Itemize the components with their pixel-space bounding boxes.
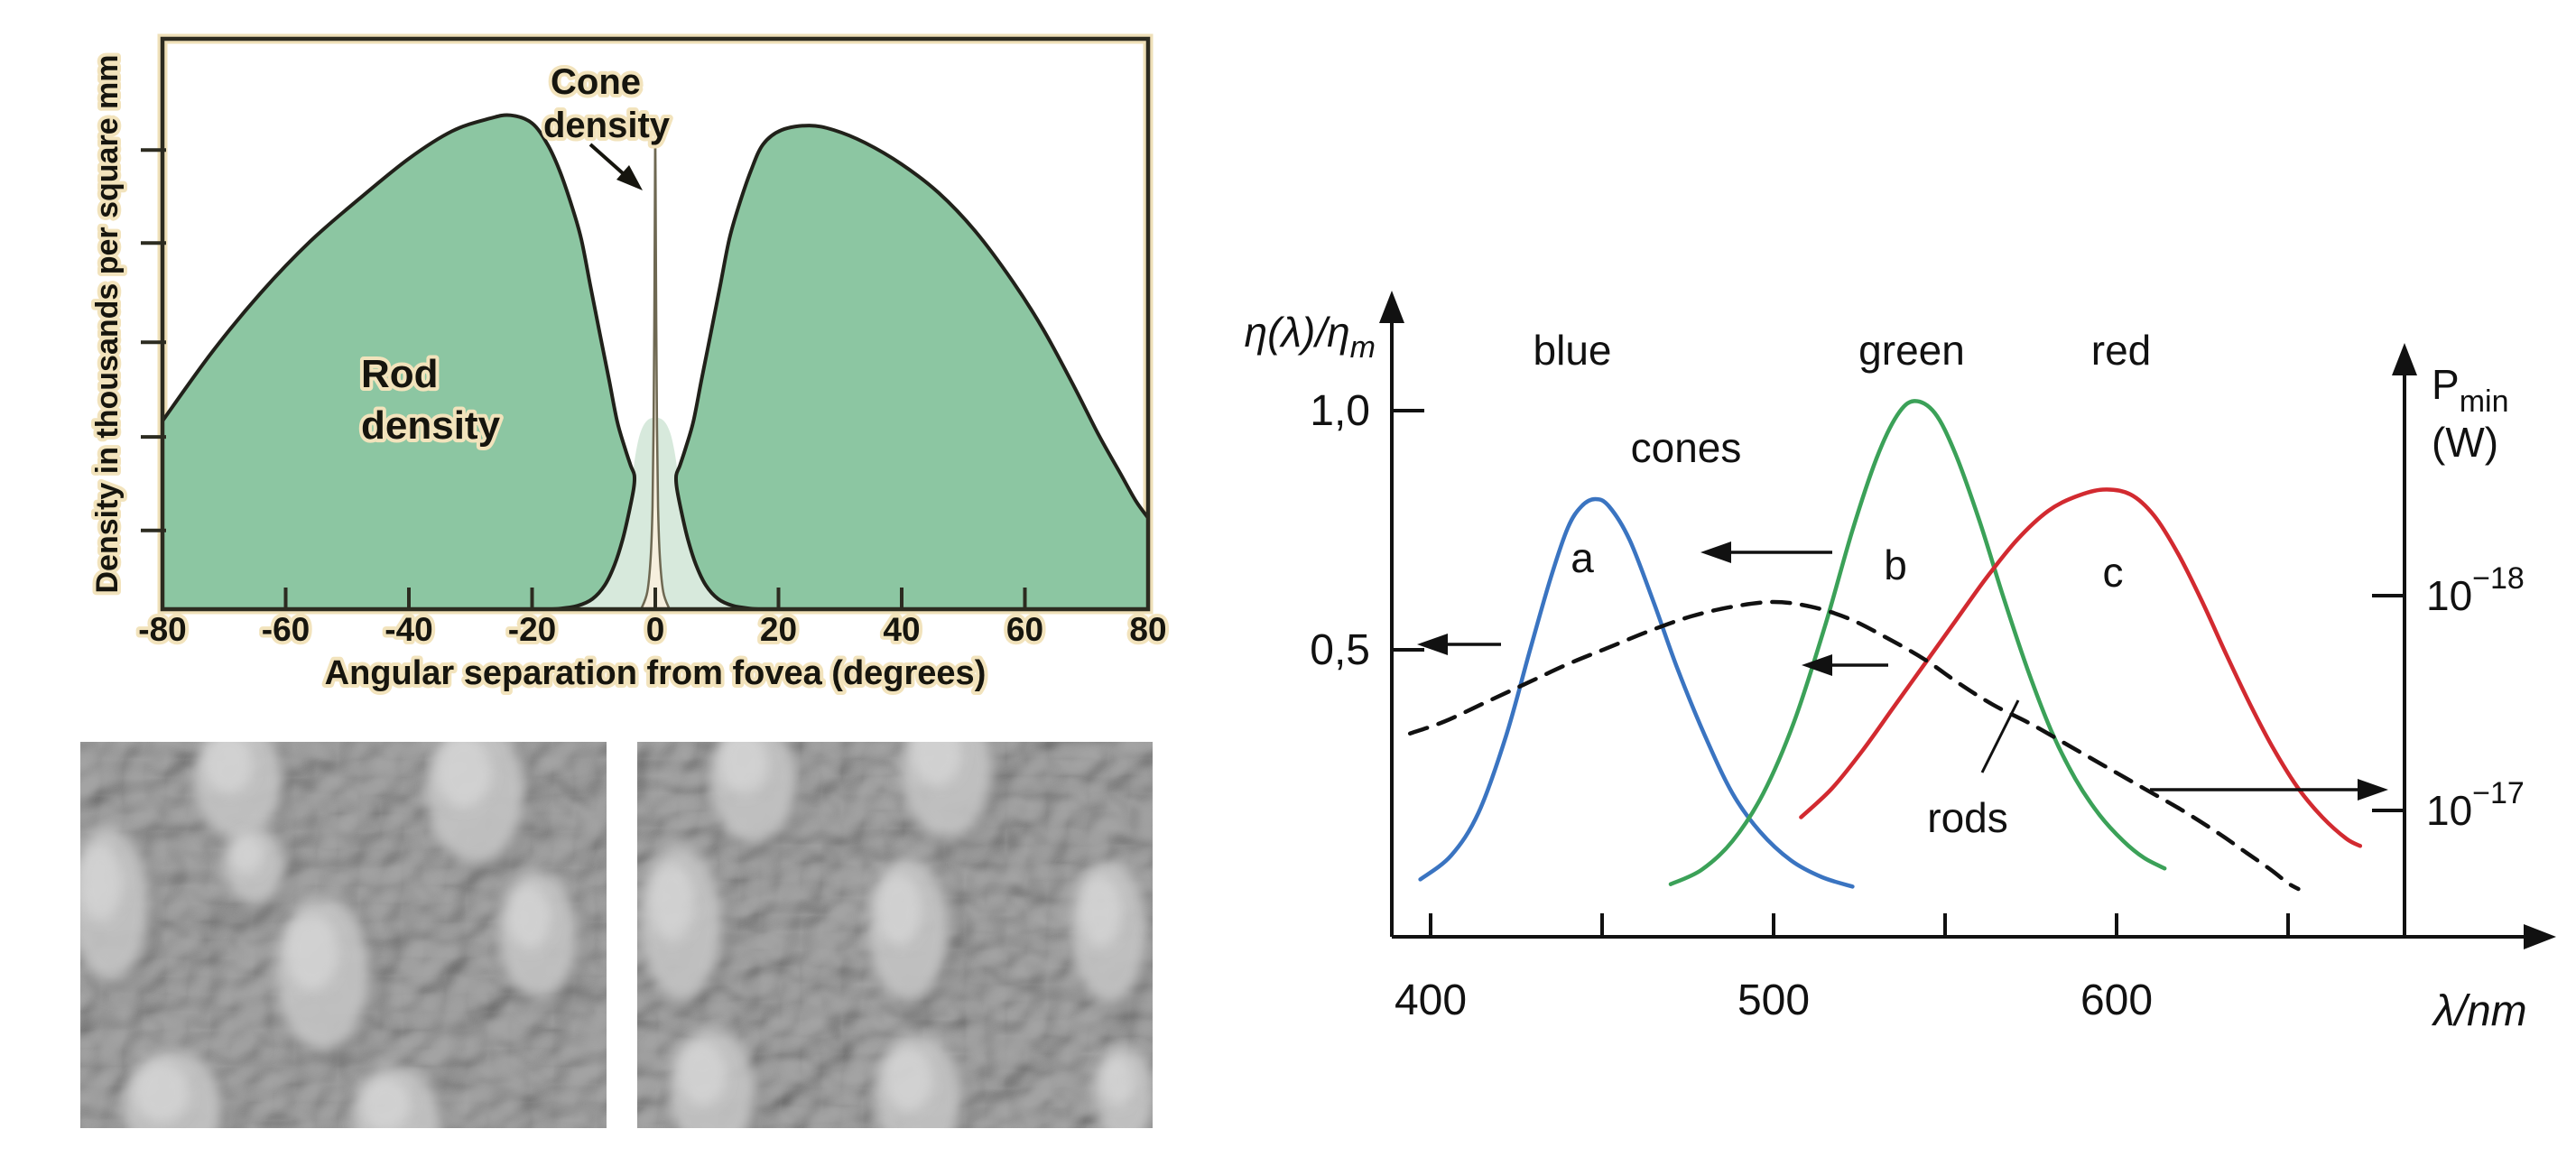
eta-axis-arrowhead bbox=[1379, 291, 1404, 323]
x-tick-label: 0 bbox=[646, 611, 665, 648]
retina-micrograph-left bbox=[80, 742, 607, 1128]
cone-dome-highlight bbox=[1079, 875, 1122, 948]
cone-dome-highlight bbox=[649, 863, 695, 940]
wavelength-tick-label: 500 bbox=[1737, 977, 1810, 1024]
x-axis-tick-labels: -80 -60 -40 -20 0 20 40 60 80 bbox=[134, 607, 1170, 652]
x-axis-ticks bbox=[283, 588, 1027, 609]
pmin-axis-title: Pmin bbox=[2432, 361, 2508, 419]
curve-letter-c: c bbox=[2103, 549, 2124, 596]
cone-dome-highlight bbox=[1100, 1056, 1135, 1106]
red-to-left-axis-arrow bbox=[1802, 654, 1888, 676]
x-tick-label: 80 bbox=[1129, 611, 1166, 648]
retina-density-series bbox=[161, 113, 1150, 611]
y-axis-title: Density in thousands per square mm bbox=[90, 54, 125, 593]
cone-dome-highlight bbox=[80, 844, 123, 921]
cone-dome-highlight bbox=[361, 1078, 412, 1128]
x-tick-label: -60 bbox=[262, 611, 310, 648]
wavelength-tick-labels: 400 500 600 bbox=[1395, 977, 2153, 1024]
blue-to-left-axis-arrow bbox=[1417, 634, 1501, 655]
cone-dome-highlight bbox=[203, 742, 254, 794]
x-tick-label: 20 bbox=[760, 611, 797, 648]
wavelength-axis-arrowhead bbox=[2524, 924, 2556, 949]
rod_density_right-curve bbox=[673, 124, 1150, 611]
x-axis-title: Angular separation from fovea (degrees) bbox=[325, 654, 987, 692]
cone-dome-highlight bbox=[884, 1047, 933, 1112]
x-tick-label: -20 bbox=[508, 611, 556, 648]
eta-tick-label-0.5: 0,5 bbox=[1310, 626, 1370, 674]
cone-dome-highlight bbox=[507, 884, 551, 949]
curve-letter-a: a bbox=[1571, 534, 1594, 581]
wavelength-axis-title: λ/nm bbox=[2431, 987, 2527, 1035]
wavelength-tick-label: 600 bbox=[2080, 977, 2153, 1024]
wavelength-axis bbox=[1392, 924, 2556, 949]
cones-label: cones bbox=[1631, 424, 1742, 471]
cones-to-left-axis-arrow bbox=[1700, 541, 1832, 563]
cone-density-label-line2: density bbox=[543, 106, 671, 145]
wavelength-ticks bbox=[1429, 913, 2290, 937]
cone_density_spike-curve bbox=[640, 132, 671, 611]
blue_cones-curve bbox=[1418, 496, 1855, 889]
y-axis-ticks bbox=[141, 148, 166, 532]
x-tick-label: -40 bbox=[385, 611, 432, 648]
cone-density-label-line1: Cone bbox=[551, 62, 641, 102]
cone-dome-highlight bbox=[134, 1061, 190, 1123]
cone-dome-highlight bbox=[911, 742, 962, 786]
x-tick-label: 40 bbox=[883, 611, 920, 648]
cone-dome-highlight bbox=[719, 742, 768, 795]
pmin-axis-unit: (W) bbox=[2432, 419, 2498, 466]
cone-density-pointer-arrow bbox=[588, 143, 643, 190]
retina-micrographs bbox=[80, 742, 1153, 1128]
rod-density-label-line2: density bbox=[361, 403, 501, 448]
pmin-axis-arrowhead bbox=[2392, 343, 2417, 375]
green_cones-curve bbox=[1668, 399, 2167, 886]
spectral-sensitivity-chart: 400 500 600 1,0 0,5 10−18 10−17 η(λ)/ηm Pm… bbox=[1245, 291, 2556, 1035]
spectral-curves bbox=[1407, 399, 2363, 892]
cone-dome-highlight bbox=[678, 1041, 727, 1106]
rod-density-label-line1: Rod bbox=[361, 352, 439, 396]
x-tick-label: 60 bbox=[1006, 611, 1043, 648]
eta-tick-label-1.0: 1,0 bbox=[1310, 387, 1370, 435]
rods-to-right-axis-arrow bbox=[2150, 779, 2388, 801]
eta-axis-title: η(λ)/ηm bbox=[1245, 309, 1376, 365]
cone-domes bbox=[639, 742, 1153, 1128]
rod_density_left-curve bbox=[161, 113, 637, 611]
eta-axis bbox=[1379, 291, 1404, 937]
red_cones-curve bbox=[1799, 487, 2363, 848]
pmin-tick-label-1e-17: 10−17 bbox=[2426, 776, 2525, 834]
red-curve-label: red bbox=[2091, 327, 2151, 374]
rods-label: rods bbox=[1927, 794, 2007, 841]
green-curve-label: green bbox=[1858, 327, 1965, 374]
cone-dome-highlight bbox=[436, 742, 492, 809]
cone-dome-highlight bbox=[229, 835, 264, 875]
curve-letter-b: b bbox=[1884, 541, 1907, 588]
pmin-tick-label-1e-18: 10−18 bbox=[2426, 561, 2525, 619]
cone-dome-highlight bbox=[876, 873, 922, 945]
x-tick-label: -80 bbox=[138, 611, 186, 648]
retina-micrograph-right bbox=[637, 742, 1153, 1128]
wavelength-tick-label: 400 bbox=[1395, 977, 1467, 1024]
rods-pointer-line bbox=[1980, 699, 2020, 773]
pmin-axis bbox=[2392, 343, 2417, 937]
retina-density-chart: -80 -60 -40 -20 0 20 40 60 80 Density in thousan… bbox=[87, 33, 1171, 696]
cone-domes bbox=[80, 742, 585, 1128]
cone-dome-highlight bbox=[285, 913, 338, 991]
rods-curve bbox=[1407, 599, 2301, 892]
blue-curve-label: blue bbox=[1534, 327, 1612, 374]
